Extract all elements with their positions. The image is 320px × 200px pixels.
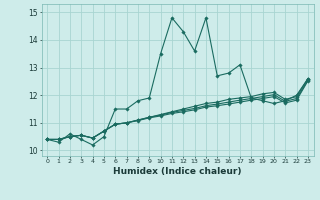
X-axis label: Humidex (Indice chaleur): Humidex (Indice chaleur): [113, 167, 242, 176]
